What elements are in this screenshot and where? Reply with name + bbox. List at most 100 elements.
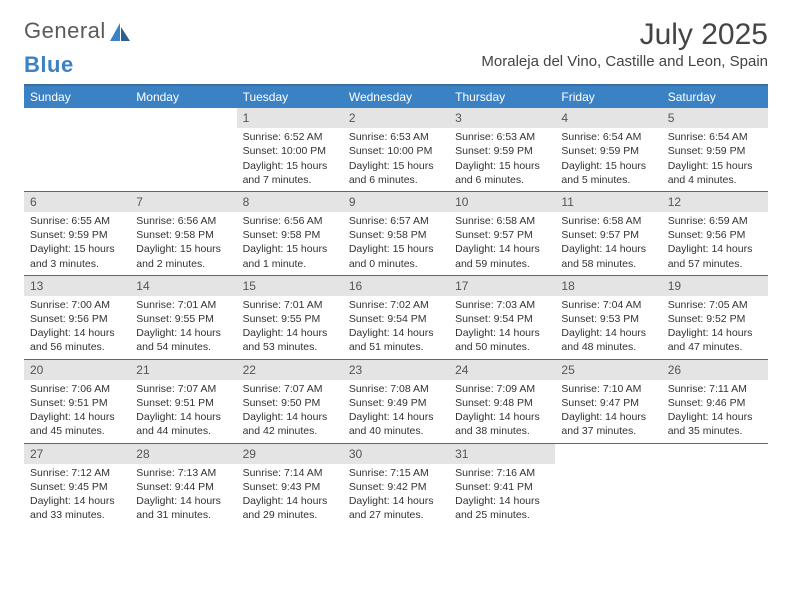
day-number: 21: [130, 360, 236, 380]
day-line: Sunrise: 6:52 AM: [243, 130, 337, 144]
day-body: Sunrise: 6:58 AMSunset: 9:57 PMDaylight:…: [555, 212, 661, 275]
day-line: Daylight: 15 hours and 7 minutes.: [243, 159, 337, 187]
day-number: 28: [130, 444, 236, 464]
day-body: Sunrise: 6:52 AMSunset: 10:00 PMDaylight…: [237, 128, 343, 191]
day-line: Sunrise: 7:03 AM: [455, 298, 549, 312]
logo: General: [24, 18, 131, 44]
day-line: Sunset: 9:59 PM: [455, 144, 549, 158]
day-line: Sunset: 9:53 PM: [561, 312, 655, 326]
dow-monday: Monday: [130, 86, 236, 108]
day-line: Sunrise: 6:57 AM: [349, 214, 443, 228]
day-number: 15: [237, 276, 343, 296]
day-line: Sunrise: 6:56 AM: [243, 214, 337, 228]
day-line: Sunset: 9:44 PM: [136, 480, 230, 494]
day-line: Sunset: 9:56 PM: [30, 312, 124, 326]
day-cell: 5Sunrise: 6:54 AMSunset: 9:59 PMDaylight…: [662, 108, 768, 191]
day-line: Sunset: 9:52 PM: [668, 312, 762, 326]
day-cell: 3Sunrise: 6:53 AMSunset: 9:59 PMDaylight…: [449, 108, 555, 191]
day-body: [130, 128, 236, 134]
day-line: Sunset: 9:49 PM: [349, 396, 443, 410]
day-number: 6: [24, 192, 130, 212]
day-cell: 22Sunrise: 7:07 AMSunset: 9:50 PMDayligh…: [237, 360, 343, 443]
day-body: Sunrise: 6:57 AMSunset: 9:58 PMDaylight:…: [343, 212, 449, 275]
day-cell: 2Sunrise: 6:53 AMSunset: 10:00 PMDayligh…: [343, 108, 449, 191]
day-cell: 18Sunrise: 7:04 AMSunset: 9:53 PMDayligh…: [555, 276, 661, 359]
day-cell: 12Sunrise: 6:59 AMSunset: 9:56 PMDayligh…: [662, 192, 768, 275]
day-line: Sunrise: 7:04 AM: [561, 298, 655, 312]
day-line: Sunset: 9:58 PM: [136, 228, 230, 242]
day-cell: 7Sunrise: 6:56 AMSunset: 9:58 PMDaylight…: [130, 192, 236, 275]
day-line: Sunrise: 7:01 AM: [136, 298, 230, 312]
day-cell: 19Sunrise: 7:05 AMSunset: 9:52 PMDayligh…: [662, 276, 768, 359]
day-line: Daylight: 14 hours and 45 minutes.: [30, 410, 124, 438]
weeks-container: 1Sunrise: 6:52 AMSunset: 10:00 PMDayligh…: [24, 108, 768, 526]
day-cell: 26Sunrise: 7:11 AMSunset: 9:46 PMDayligh…: [662, 360, 768, 443]
day-cell: 20Sunrise: 7:06 AMSunset: 9:51 PMDayligh…: [24, 360, 130, 443]
day-cell: 14Sunrise: 7:01 AMSunset: 9:55 PMDayligh…: [130, 276, 236, 359]
day-line: Daylight: 14 hours and 27 minutes.: [349, 494, 443, 522]
title-block: July 2025 Moraleja del Vino, Castille an…: [481, 18, 768, 70]
day-number: 11: [555, 192, 661, 212]
day-line: Sunset: 9:55 PM: [243, 312, 337, 326]
day-number: 8: [237, 192, 343, 212]
day-number: 23: [343, 360, 449, 380]
day-line: Daylight: 15 hours and 0 minutes.: [349, 242, 443, 270]
dow-friday: Friday: [555, 86, 661, 108]
day-body: Sunrise: 7:16 AMSunset: 9:41 PMDaylight:…: [449, 464, 555, 527]
day-number: [662, 444, 768, 464]
day-line: Daylight: 15 hours and 6 minutes.: [455, 159, 549, 187]
day-number: 12: [662, 192, 768, 212]
day-line: Daylight: 14 hours and 38 minutes.: [455, 410, 549, 438]
day-line: Sunrise: 6:53 AM: [349, 130, 443, 144]
day-line: Sunrise: 7:09 AM: [455, 382, 549, 396]
day-line: Daylight: 14 hours and 57 minutes.: [668, 242, 762, 270]
day-body: Sunrise: 7:04 AMSunset: 9:53 PMDaylight:…: [555, 296, 661, 359]
day-body: Sunrise: 6:56 AMSunset: 9:58 PMDaylight:…: [130, 212, 236, 275]
day-line: Daylight: 14 hours and 40 minutes.: [349, 410, 443, 438]
day-line: Sunset: 9:46 PM: [668, 396, 762, 410]
dow-tuesday: Tuesday: [237, 86, 343, 108]
day-cell: 21Sunrise: 7:07 AMSunset: 9:51 PMDayligh…: [130, 360, 236, 443]
day-cell: 29Sunrise: 7:14 AMSunset: 9:43 PMDayligh…: [237, 444, 343, 527]
day-body: Sunrise: 6:53 AMSunset: 9:59 PMDaylight:…: [449, 128, 555, 191]
day-number: 10: [449, 192, 555, 212]
day-cell: 13Sunrise: 7:00 AMSunset: 9:56 PMDayligh…: [24, 276, 130, 359]
day-cell: 4Sunrise: 6:54 AMSunset: 9:59 PMDaylight…: [555, 108, 661, 191]
day-body: Sunrise: 7:08 AMSunset: 9:49 PMDaylight:…: [343, 380, 449, 443]
day-line: Daylight: 15 hours and 1 minute.: [243, 242, 337, 270]
day-number: 7: [130, 192, 236, 212]
week-row: 13Sunrise: 7:00 AMSunset: 9:56 PMDayligh…: [24, 275, 768, 359]
day-line: Sunset: 10:00 PM: [243, 144, 337, 158]
day-line: Daylight: 14 hours and 58 minutes.: [561, 242, 655, 270]
day-cell: 24Sunrise: 7:09 AMSunset: 9:48 PMDayligh…: [449, 360, 555, 443]
day-body: Sunrise: 7:01 AMSunset: 9:55 PMDaylight:…: [130, 296, 236, 359]
day-body: Sunrise: 7:13 AMSunset: 9:44 PMDaylight:…: [130, 464, 236, 527]
day-number: 9: [343, 192, 449, 212]
day-cell: 30Sunrise: 7:15 AMSunset: 9:42 PMDayligh…: [343, 444, 449, 527]
day-line: Sunrise: 6:56 AM: [136, 214, 230, 228]
day-line: Daylight: 15 hours and 4 minutes.: [668, 159, 762, 187]
day-number: [130, 108, 236, 128]
day-line: Daylight: 14 hours and 25 minutes.: [455, 494, 549, 522]
calendar-page: General July 2025 Moraleja del Vino, Cas…: [0, 0, 792, 536]
day-line: Sunset: 9:57 PM: [561, 228, 655, 242]
dow-row: Sunday Monday Tuesday Wednesday Thursday…: [24, 86, 768, 108]
day-body: Sunrise: 6:54 AMSunset: 9:59 PMDaylight:…: [662, 128, 768, 191]
week-row: 6Sunrise: 6:55 AMSunset: 9:59 PMDaylight…: [24, 191, 768, 275]
day-line: Sunset: 9:47 PM: [561, 396, 655, 410]
day-line: Daylight: 14 hours and 56 minutes.: [30, 326, 124, 354]
day-line: Sunset: 9:56 PM: [668, 228, 762, 242]
day-line: Daylight: 14 hours and 59 minutes.: [455, 242, 549, 270]
day-line: Sunrise: 7:10 AM: [561, 382, 655, 396]
day-body: Sunrise: 6:54 AMSunset: 9:59 PMDaylight:…: [555, 128, 661, 191]
day-cell: [24, 108, 130, 191]
day-body: Sunrise: 7:00 AMSunset: 9:56 PMDaylight:…: [24, 296, 130, 359]
week-row: 20Sunrise: 7:06 AMSunset: 9:51 PMDayligh…: [24, 359, 768, 443]
day-line: Sunrise: 7:06 AM: [30, 382, 124, 396]
month-title: July 2025: [481, 18, 768, 51]
week-row: 27Sunrise: 7:12 AMSunset: 9:45 PMDayligh…: [24, 443, 768, 527]
day-cell: 9Sunrise: 6:57 AMSunset: 9:58 PMDaylight…: [343, 192, 449, 275]
day-line: Daylight: 15 hours and 5 minutes.: [561, 159, 655, 187]
day-cell: 6Sunrise: 6:55 AMSunset: 9:59 PMDaylight…: [24, 192, 130, 275]
day-number: 27: [24, 444, 130, 464]
